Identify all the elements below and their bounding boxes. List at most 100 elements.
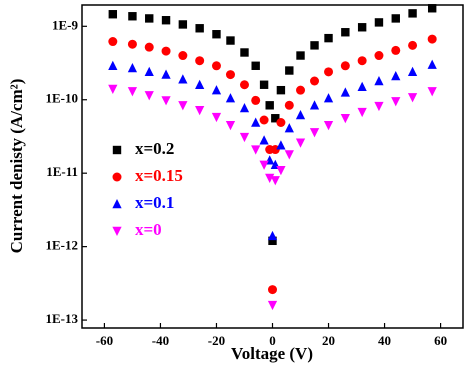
marker: [239, 80, 249, 90]
marker: [195, 56, 205, 66]
legend-marker: [112, 198, 122, 209]
marker: [226, 36, 235, 45]
marker: [309, 128, 320, 138]
marker: [310, 41, 319, 50]
marker: [108, 10, 118, 19]
marker: [270, 176, 280, 186]
x-tick-label: -40: [152, 333, 169, 348]
marker: [391, 14, 400, 23]
marker: [374, 51, 384, 61]
marker: [309, 100, 320, 110]
y-tick-label: 1E-12: [46, 238, 79, 253]
x-tick-label: 60: [434, 333, 447, 348]
marker: [211, 61, 221, 71]
y-tick-label: 1E-11: [46, 164, 78, 179]
marker: [310, 76, 320, 86]
marker: [144, 91, 154, 101]
marker: [195, 24, 204, 33]
marker: [391, 71, 401, 81]
marker: [127, 39, 137, 49]
marker: [340, 114, 350, 124]
marker: [161, 16, 171, 25]
marker: [239, 103, 250, 113]
marker: [161, 96, 171, 106]
marker: [268, 236, 277, 246]
marker: [427, 87, 437, 97]
marker: [324, 33, 333, 43]
y-tick-label: 1E-9: [52, 17, 79, 32]
marker: [108, 37, 118, 47]
marker: [391, 97, 401, 107]
marker: [284, 123, 294, 133]
marker: [296, 51, 305, 60]
legend-label: x=0.2: [135, 139, 174, 158]
marker: [259, 135, 269, 145]
marker: [296, 85, 306, 95]
marker: [211, 112, 222, 123]
marker: [276, 140, 286, 150]
marker: [341, 28, 350, 37]
marker: [271, 114, 280, 123]
marker: [340, 87, 350, 97]
marker: [195, 106, 205, 116]
marker: [374, 18, 384, 27]
marker: [259, 115, 269, 125]
y-tick-label: 1E-10: [46, 91, 79, 106]
x-tick-label: -20: [208, 333, 225, 348]
marker: [276, 117, 286, 127]
marker: [225, 70, 235, 80]
marker: [427, 4, 437, 13]
marker: [239, 132, 250, 143]
marker: [427, 34, 437, 44]
marker: [144, 66, 154, 77]
x-axis-label: Voltage (V): [231, 344, 313, 363]
marker: [211, 85, 222, 95]
marker: [144, 42, 154, 52]
marker: [161, 46, 171, 56]
marker: [161, 69, 171, 79]
marker: [267, 300, 278, 311]
marker: [276, 165, 286, 176]
marker: [357, 81, 367, 92]
marker: [127, 87, 138, 97]
marker: [357, 107, 367, 118]
marker: [178, 101, 188, 111]
marker: [284, 100, 294, 110]
marker: [145, 14, 154, 23]
marker: [324, 67, 334, 77]
marker: [251, 61, 260, 70]
marker: [357, 56, 367, 66]
y-axis-label: Current denisty (A/cm²): [7, 79, 26, 254]
marker: [178, 20, 188, 29]
marker: [267, 230, 278, 241]
legend-label: x=0.1: [135, 193, 174, 212]
x-tick-label: 0: [269, 333, 276, 348]
legend-marker: [112, 226, 122, 237]
marker: [284, 150, 294, 160]
marker: [212, 30, 221, 39]
marker: [407, 93, 418, 103]
x-tick-label: 20: [322, 333, 335, 348]
marker: [285, 66, 294, 75]
marker: [408, 9, 417, 18]
legend-label: x=0.15: [135, 166, 183, 185]
marker: [108, 84, 118, 95]
marker: [276, 85, 286, 95]
marker: [295, 138, 306, 148]
marker: [323, 121, 334, 131]
marker: [251, 95, 261, 105]
marker: [391, 45, 401, 55]
marker: [178, 74, 188, 84]
marker: [407, 66, 418, 77]
marker: [427, 59, 437, 69]
marker: [340, 61, 350, 71]
marker: [259, 80, 269, 89]
marker: [357, 23, 367, 32]
legend-marker: [112, 145, 122, 155]
marker: [323, 93, 334, 103]
y-tick-label: 1E-13: [46, 311, 79, 326]
x-tick-label: 40: [378, 333, 391, 348]
marker: [251, 145, 261, 155]
marker: [225, 121, 236, 131]
